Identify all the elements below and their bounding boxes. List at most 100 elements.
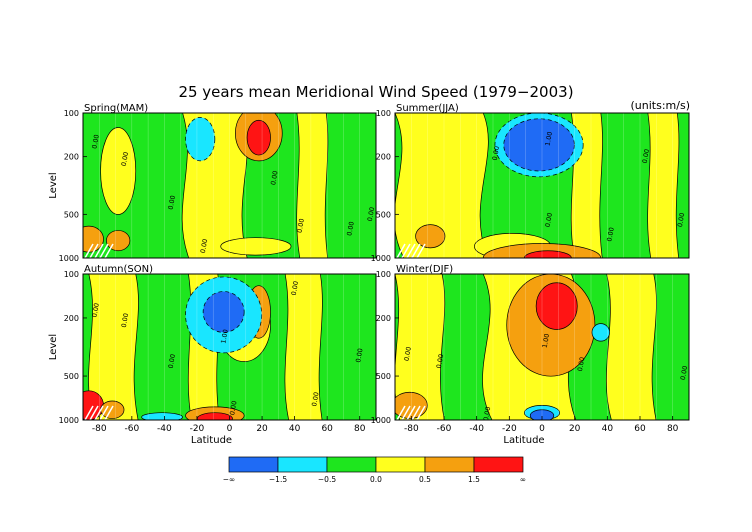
hatch-line — [416, 243, 426, 258]
contour-label: 0.00 — [435, 353, 445, 369]
hatch-line — [401, 243, 411, 258]
contour-label: 0.00 — [120, 151, 130, 167]
colorbar-bin — [277, 456, 328, 473]
contour-label: 0.00 — [296, 218, 306, 234]
x-tick-label: 60 — [634, 424, 646, 434]
contour-label: 0.00 — [90, 134, 100, 150]
x-tick-label: -80 — [92, 424, 107, 434]
contour-cell — [185, 117, 216, 162]
contour-label: 0.00 — [269, 170, 279, 186]
contour-label: 0.00 — [228, 400, 238, 416]
x-tick-label: 0 — [227, 424, 233, 434]
contour-cell — [100, 127, 137, 215]
panels: 0.00 0.00 0.00 0.00 0.00 0.00 0.00 0.00 Spring(M… — [48, 103, 690, 446]
x-axis-label: Latitude — [503, 435, 544, 446]
x-tick-label: 80 — [667, 424, 679, 434]
contour-label: 0.00 — [544, 212, 554, 228]
contour-label: 0.00 — [345, 221, 355, 237]
hatch-line — [411, 243, 421, 258]
x-tick-label: 40 — [602, 424, 614, 434]
hatch-line — [104, 405, 114, 420]
contour-label: 0.00 — [366, 206, 376, 222]
colorbar-label: −∞ — [223, 475, 236, 484]
contour-cell — [246, 119, 271, 156]
contour-band — [395, 274, 446, 420]
hatch-line — [94, 243, 104, 258]
contour-label: 0.00 — [199, 238, 209, 254]
topography-mask — [84, 243, 114, 258]
x-tick-label: -20 — [502, 424, 517, 434]
contour-cell — [415, 224, 446, 249]
contour-label: 0.00 — [676, 212, 686, 228]
x-axis-label: Latitude — [191, 435, 232, 446]
topography-mask — [84, 405, 114, 420]
contour-cell — [591, 323, 610, 342]
colorbar-label: −1.5 — [269, 475, 287, 484]
x-tick-label: -60 — [437, 424, 452, 434]
contour-label: 0.00 — [605, 227, 615, 243]
contour-band — [88, 274, 139, 420]
contour-label: 0.00 — [90, 302, 100, 318]
panel-title: Spring(MAM) — [84, 103, 148, 114]
x-tick-label: 0 — [539, 424, 545, 434]
hatch-line — [89, 243, 99, 258]
colorbar-label: 0.0 — [370, 475, 382, 484]
hatch-line — [416, 405, 426, 420]
y-tick-label: 100 — [64, 109, 79, 118]
contour-band — [296, 113, 329, 258]
contour-label: 0.00 — [576, 356, 586, 372]
x-tick-label: 20 — [569, 424, 581, 434]
x-tick-label: -40 — [469, 424, 484, 434]
x-tick-label: -40 — [157, 424, 172, 434]
contour-label: 0.00 — [354, 348, 364, 364]
x-tick-label: 80 — [354, 424, 366, 434]
y-tick-label: 200 — [376, 314, 391, 323]
panel-frame — [82, 112, 377, 259]
contour-band — [606, 274, 657, 420]
y-tick-label: 100 — [64, 270, 79, 279]
topography-mask — [396, 405, 426, 420]
y-tick-label: 500 — [64, 210, 79, 219]
panel-autumn: 0.00 0.00 0.00 0.00 0.00 0.00 1.00 0.00 Autumn(S… — [48, 264, 377, 446]
contour-label: 0.00 — [290, 280, 300, 296]
x-tick-label: -20 — [190, 424, 205, 434]
contour-field: 0.00 0.00 0.00 0.00 0.00 0.00 0.00 0.00 — [83, 113, 376, 258]
hatch-line — [396, 243, 406, 258]
colorbar-bin — [424, 456, 475, 473]
contour-label: 1.00 — [219, 329, 229, 345]
contour-label: 0.00 — [167, 353, 177, 369]
contour-label: 0.00 — [679, 365, 689, 381]
colorbar-bin — [375, 456, 426, 473]
y-tick-label: 200 — [376, 153, 391, 162]
y-tick-label: 500 — [376, 372, 391, 381]
contour-label: 0.00 — [641, 148, 651, 164]
hatch-line — [396, 405, 406, 420]
hatch-line — [406, 243, 416, 258]
contour-field: 1.00 0.00 0.00 0.00 0.00 0.00 — [395, 113, 689, 258]
contour-field: 1.00 0.00 0.00 0.00 0.00 0.00 — [395, 274, 689, 420]
panel-title: Autumn(SON) — [84, 264, 153, 275]
contour-label: 0.00 — [491, 145, 501, 161]
y-tick-label: 100 — [376, 270, 391, 279]
hatch-line — [99, 243, 109, 258]
contour-band — [395, 113, 489, 258]
colorbar-bin — [473, 456, 524, 473]
hatch-line — [99, 405, 109, 420]
contour-label: 0.00 — [403, 346, 413, 362]
topography-mask — [396, 243, 426, 258]
colorbar-label: ∞ — [520, 475, 526, 484]
contour-cell — [100, 400, 125, 419]
hatch-line — [84, 243, 94, 258]
contour-label: 0.00 — [167, 195, 177, 211]
y-axis-label: Level — [48, 334, 59, 360]
hatch-line — [104, 243, 114, 258]
contour-cell — [106, 230, 131, 252]
contour-cell — [141, 412, 183, 420]
y-tick-label: 500 — [64, 372, 79, 381]
x-tick-label: -60 — [124, 424, 139, 434]
colorbar-label: −0.5 — [318, 475, 336, 484]
y-tick-label: 1000 — [59, 416, 79, 425]
contour-band — [284, 274, 323, 420]
panel-spring: 0.00 0.00 0.00 0.00 0.00 0.00 0.00 0.00 Spring(M… — [48, 103, 377, 263]
